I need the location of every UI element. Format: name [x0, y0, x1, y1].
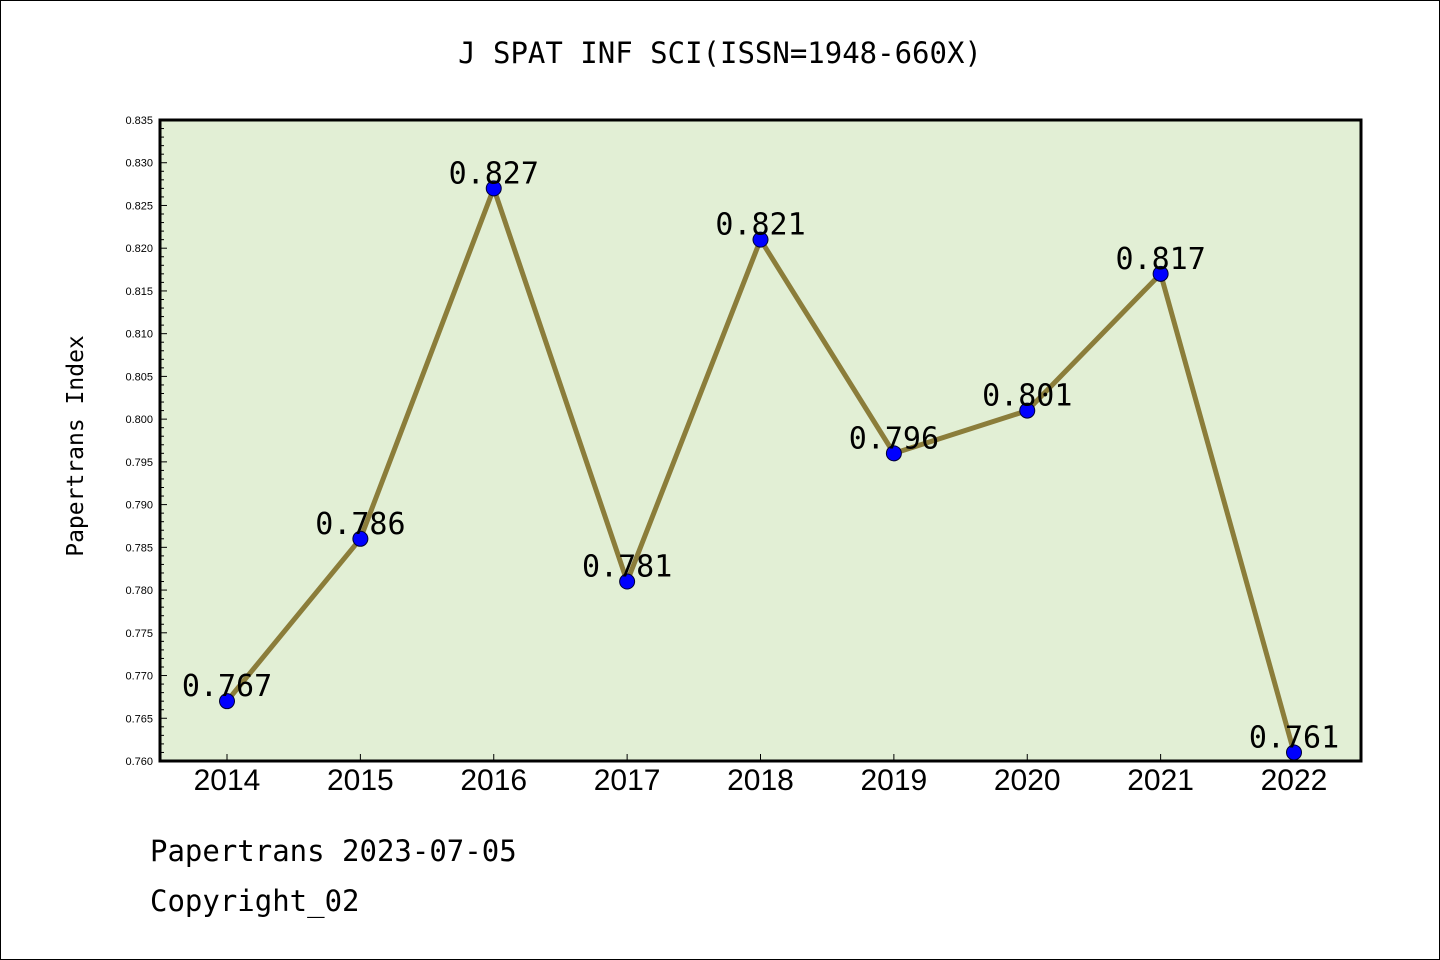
y-tick-label: 0.815 [125, 286, 153, 298]
data-label: 0.821 [715, 208, 805, 243]
x-tick-label: 2020 [994, 764, 1061, 797]
x-tick-label: 2017 [594, 764, 661, 797]
data-labels-group: 0.767 0.786 0.827 0.781 0.821 0.796 0.801 0.817… [182, 156, 1339, 755]
y-tick-label: 0.800 [125, 414, 153, 426]
data-label: 0.761 [1249, 720, 1339, 755]
x-tick-label: 2019 [861, 764, 928, 797]
y-tick-label: 0.825 [125, 200, 153, 212]
data-point-marker [219, 693, 235, 710]
x-axis: 2014 2015 2016 2017 2018 2019 2020 2021 2022 [194, 754, 1328, 797]
data-point-marker [752, 231, 769, 248]
chart-title: J SPAT INF SCI(ISSN=1948-660X) [458, 36, 982, 70]
data-point-marker [885, 445, 902, 462]
y-tick-label: 0.770 [125, 671, 153, 683]
y-tick-label: 0.785 [125, 542, 153, 554]
y-tick-label: 0.830 [125, 158, 153, 170]
y-tick-label: 0.780 [125, 585, 153, 597]
data-point-marker [1152, 265, 1169, 282]
data-label: 0.801 [982, 379, 1072, 414]
markers-group [219, 180, 1302, 761]
y-tick-label: 0.765 [125, 713, 153, 725]
y-tick-label: 0.835 [125, 115, 153, 127]
data-point-marker [485, 180, 502, 197]
x-tick-label: 2021 [1127, 764, 1194, 797]
footer-date: Papertrans 2023-07-05 [150, 834, 517, 868]
footer-copyright: Copyright_02 [150, 884, 360, 918]
y-tick-label: 0.805 [125, 371, 153, 383]
plot-border [158, 118, 1363, 763]
x-tick-label: 2015 [327, 764, 394, 797]
data-point-marker [352, 530, 369, 547]
data-point-marker [1019, 402, 1036, 419]
x-tick-label: 2018 [727, 764, 794, 797]
y-tick-label: 0.795 [125, 457, 153, 469]
data-label: 0.827 [449, 156, 539, 191]
x-tick-label: 2014 [194, 764, 261, 797]
y-axis: 0.760 0.765 0.770 0.775 0.780 0.785 0.790 0.795… [125, 115, 167, 768]
y-tick-label: 0.820 [125, 243, 153, 255]
data-point-marker [619, 573, 636, 590]
data-label: 0.767 [182, 669, 272, 704]
y-tick-label: 0.760 [125, 756, 153, 768]
data-label: 0.786 [315, 507, 405, 542]
data-label: 0.817 [1115, 242, 1205, 277]
x-tick-label: 2022 [1261, 764, 1328, 797]
y-tick-label: 0.775 [125, 628, 153, 640]
y-tick-label: 0.810 [125, 329, 153, 341]
x-tick-label: 2016 [460, 764, 527, 797]
data-label: 0.796 [849, 421, 939, 456]
y-tick-label: 0.790 [125, 500, 153, 512]
data-label: 0.781 [582, 550, 672, 585]
plot-area [160, 120, 1361, 761]
